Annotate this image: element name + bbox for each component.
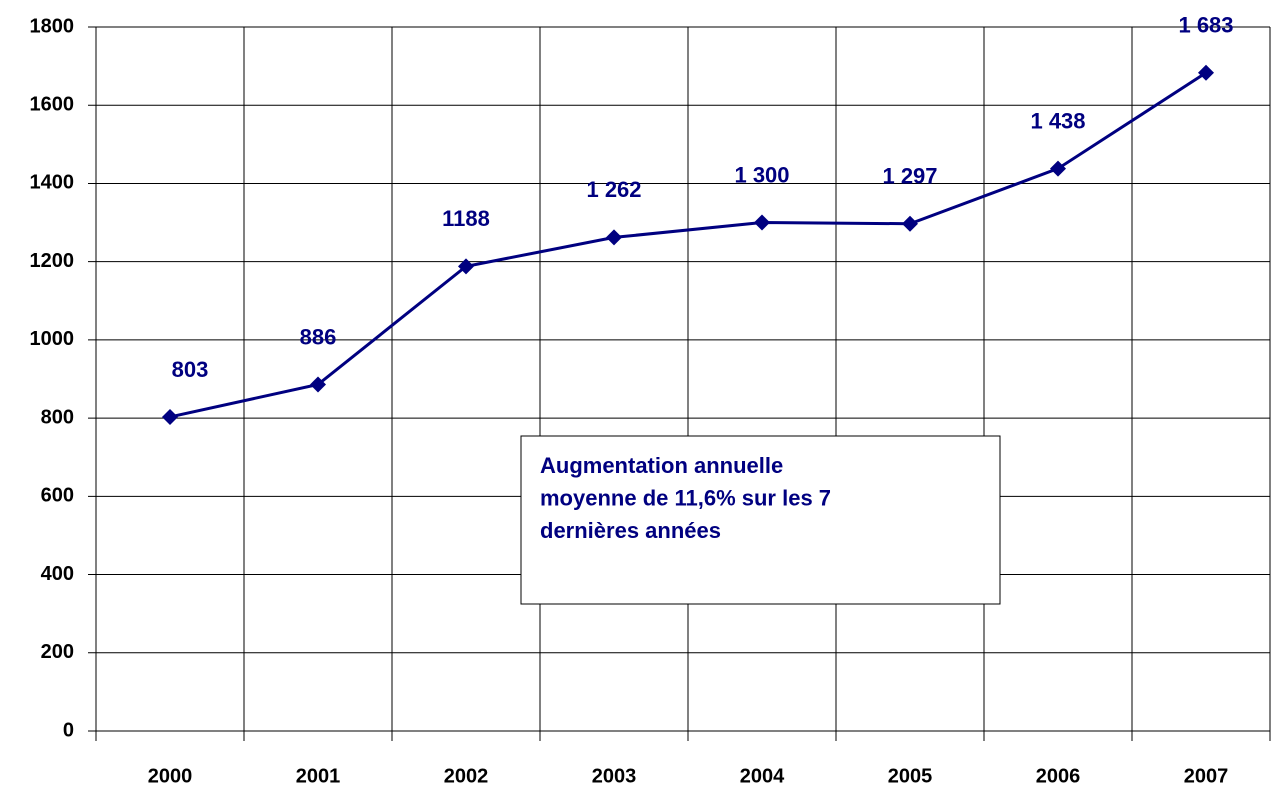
value-label: 1188	[442, 206, 490, 231]
value-label: 1 297	[882, 164, 937, 189]
y-tick-label: 1400	[30, 172, 75, 194]
series-line	[169, 71, 1207, 419]
marker	[754, 214, 770, 231]
x-tick-label: 2000	[148, 765, 193, 787]
x-tick-label: 2003	[592, 765, 637, 787]
x-tick-label: 2007	[1184, 765, 1229, 787]
marker	[1050, 160, 1066, 177]
annotation-box	[520, 435, 1001, 605]
y-tick-label: 600	[41, 485, 74, 507]
value-label: 886	[300, 324, 337, 349]
value-label: 803	[172, 357, 209, 382]
marker	[310, 376, 326, 393]
y-tick-label: 400	[41, 563, 74, 585]
annotation-text: dernières années	[540, 518, 721, 543]
marker	[458, 258, 474, 275]
x-tick-label: 2006	[1036, 765, 1081, 787]
marker	[1198, 64, 1214, 81]
value-label: 1 300	[734, 162, 789, 187]
annotation-text: Augmentation annuelle	[540, 453, 783, 478]
x-tick-label: 2002	[444, 765, 489, 787]
y-tick-label: 200	[41, 641, 74, 663]
marker	[606, 229, 622, 246]
x-tick-label: 2005	[888, 765, 933, 787]
value-label: 1 262	[586, 177, 641, 202]
y-tick-label: 1200	[30, 250, 75, 272]
y-tick-label: 1800	[30, 15, 75, 37]
marker	[902, 215, 918, 232]
x-tick-label: 2004	[740, 765, 785, 787]
y-tick-label: 0	[63, 719, 74, 741]
y-tick-label: 1600	[30, 94, 75, 116]
y-tick-label: 1000	[30, 328, 75, 350]
marker	[162, 408, 178, 425]
annotation-text: moyenne de 11,6% sur les 7	[540, 485, 831, 510]
x-tick-label: 2001	[296, 765, 341, 787]
y-tick-label: 800	[41, 406, 74, 428]
value-label: 1 683	[1178, 13, 1233, 38]
value-label: 1 438	[1030, 108, 1085, 133]
